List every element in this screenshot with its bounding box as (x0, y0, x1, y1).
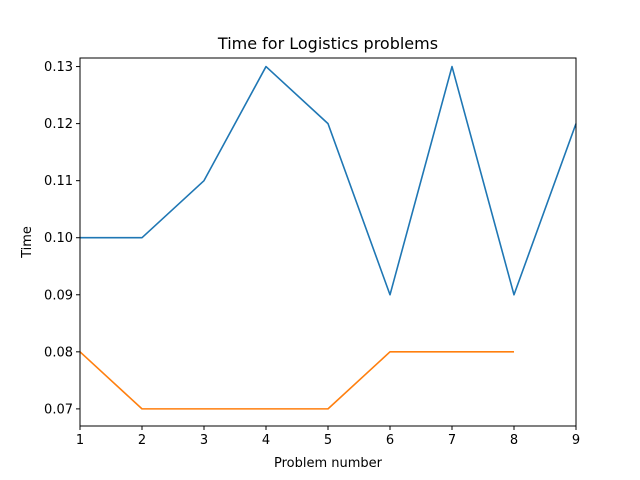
y-tick-label: 0.09 (44, 288, 73, 303)
series-line-1 (80, 65, 577, 296)
x-tick-label: 7 (448, 433, 456, 448)
y-tick-label: 0.07 (44, 402, 73, 417)
series-layer (79, 65, 577, 410)
x-tick-label: 4 (262, 433, 270, 448)
y-tick-label: 0.13 (44, 60, 73, 75)
y-axis-label: Time (20, 226, 35, 259)
x-tick-label: 5 (324, 433, 332, 448)
y-tick-label: 0.12 (44, 117, 73, 132)
x-tick-label: 9 (572, 433, 580, 448)
y-tick-label: 0.11 (44, 174, 73, 189)
x-tick-label: 2 (138, 433, 146, 448)
x-tick-label: 1 (76, 433, 84, 448)
x-axis-label: Problem number (274, 456, 383, 471)
x-axis: 1 2 3 4 5 6 7 8 9 (76, 426, 580, 448)
x-tick-label: 8 (510, 433, 518, 448)
y-tick-label: 0.08 (44, 345, 73, 360)
x-tick-label: 3 (200, 433, 208, 448)
y-tick-label: 0.10 (44, 231, 73, 246)
y-axis: 0.07 0.08 0.09 0.10 0.11 0.12 0.13 (44, 60, 80, 417)
chart-title: Time for Logistics problems (217, 34, 438, 53)
x-tick-label: 6 (386, 433, 394, 448)
series-line-2 (79, 351, 514, 410)
